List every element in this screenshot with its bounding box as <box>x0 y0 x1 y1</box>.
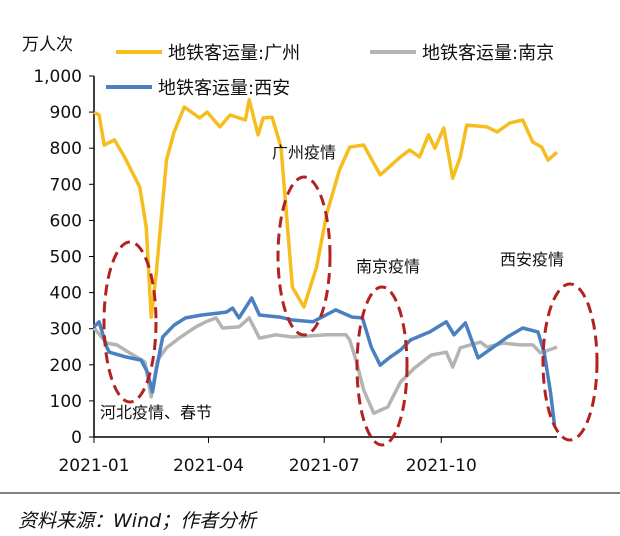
y-tick-label: 800 <box>50 139 82 159</box>
y-tick-label: 700 <box>50 175 82 195</box>
y-tick-label: 500 <box>50 248 82 268</box>
annotation-xian: 西安疫情 <box>500 250 564 269</box>
series-line-2 <box>92 296 557 426</box>
y-tick-label: 1,000 <box>33 67 82 87</box>
highlight-ellipse-1 <box>276 175 332 337</box>
highlight-ellipse-3 <box>541 282 599 442</box>
y-tick-label: 200 <box>50 356 82 376</box>
x-tick-label: 2021-01 <box>58 456 129 476</box>
series-line-1 <box>92 316 558 415</box>
x-tick-label: 2021-07 <box>289 456 360 476</box>
y-tick-label: 600 <box>50 211 82 231</box>
legend-label: 地铁客运量:广州 <box>168 43 300 64</box>
highlight-ellipse-2 <box>355 285 409 447</box>
annotation-nanjing: 南京疫情 <box>356 257 420 276</box>
legend-label: 地铁客运量:西安 <box>158 78 290 99</box>
source-note: 资料来源：Wind；作者分析 <box>18 510 257 532</box>
annotation-hebei: 河北疫情、春节 <box>100 403 212 422</box>
highlight-ellipse-0 <box>102 240 158 404</box>
y-axis-label: 万人次 <box>22 35 73 55</box>
legend-label: 地铁客运量:南京 <box>422 43 554 64</box>
y-tick-label: 900 <box>50 103 82 123</box>
y-tick-label: 0 <box>71 428 82 448</box>
series-line-0 <box>93 98 559 319</box>
y-tick-label: 300 <box>50 320 82 340</box>
x-tick-label: 2021-10 <box>406 456 477 476</box>
y-tick-label: 400 <box>50 284 82 304</box>
annotation-guangzhou: 广州疫情 <box>272 143 336 162</box>
y-tick-label: 100 <box>50 392 82 412</box>
x-tick-label: 2021-04 <box>173 456 244 476</box>
